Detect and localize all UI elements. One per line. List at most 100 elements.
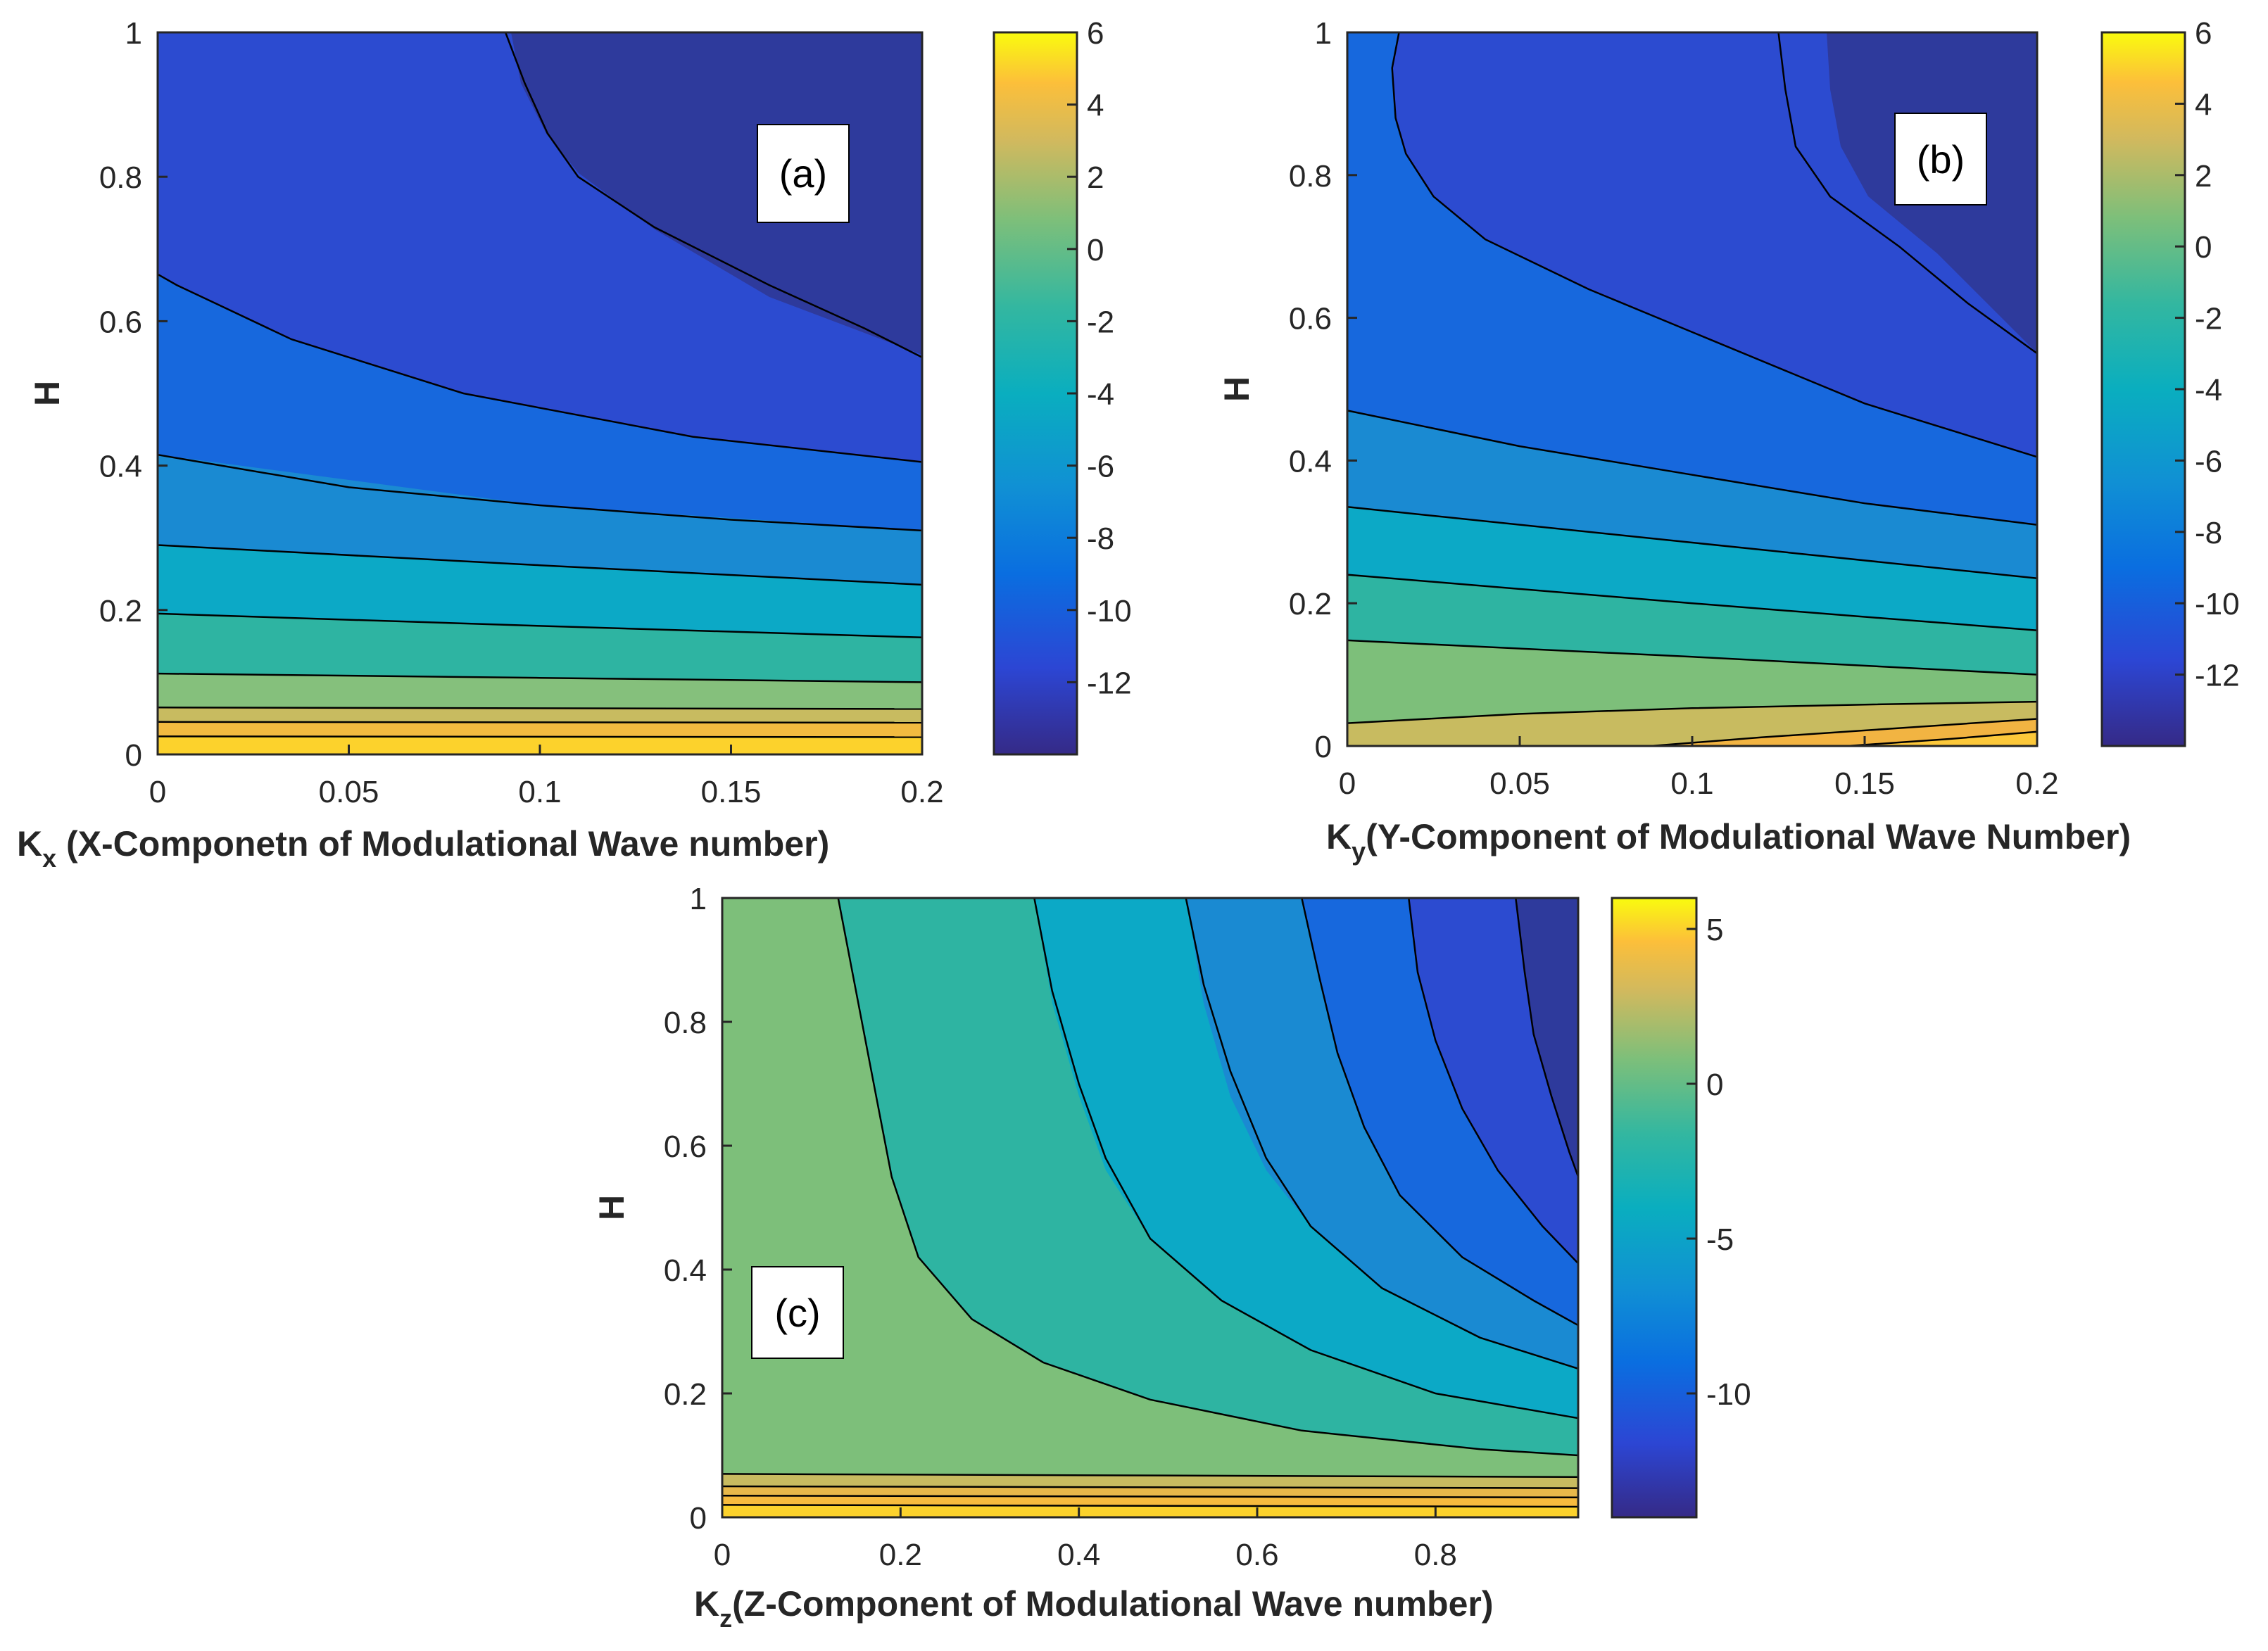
contour-line-c-8 xyxy=(722,1494,1579,1499)
contour-line-b-7 xyxy=(1651,718,2038,747)
y-tick-label-b-0: 0 xyxy=(1315,730,1332,764)
x-tick-label-b-1: 0.05 xyxy=(1489,766,1550,801)
panel-label-box-c: (c) xyxy=(751,1266,844,1359)
contour-line-b-8 xyxy=(1847,730,2038,747)
colorbar-ticks-a: 6 4 2 0 -2 -4 -6 -8 -10 -12 xyxy=(1067,16,1132,700)
colorbar-tick-label-a-5: -4 xyxy=(1087,377,1114,412)
colorbar-gradient-c xyxy=(1611,897,1698,1519)
colorbar-tick-label-b-5: -4 xyxy=(2195,373,2222,407)
y-tick-label-a-4: 0.8 xyxy=(99,160,142,195)
colorbar-tick-label-a-0: 6 xyxy=(1087,16,1104,51)
contour-line-a-1 xyxy=(157,273,923,463)
colorbar-tick-label-c-2: -5 xyxy=(1706,1222,1734,1257)
contour-line-c-1 xyxy=(1033,897,1579,1419)
panel-label-c: (c) xyxy=(774,1291,820,1335)
region-b-l4b xyxy=(1848,732,2037,746)
colorbar-tick-label-b-9: -12 xyxy=(2195,659,2240,693)
contour-line-c-6 xyxy=(722,1473,1579,1479)
y-tick-label-b-1: 0.2 xyxy=(1289,587,1332,621)
y-axis-label-b: H xyxy=(1217,377,1256,402)
contour-lines-c xyxy=(722,897,1580,1508)
panel-label-b: (b) xyxy=(1917,137,1965,182)
contour-panel-b: (b) 0 0.05 0.1 0.15 0.2 0 0.2 0.4 0.6 0.8 1 H Ky(… xyxy=(1217,16,2131,866)
y-tick-label-b-5: 1 xyxy=(1315,16,1332,51)
x-tick-label-b-2: 0.1 xyxy=(1670,766,1713,801)
x-tick-label-b-4: 0.2 xyxy=(2015,766,2058,801)
contour-line-b-4 xyxy=(1347,574,2038,631)
contour-line-a-2 xyxy=(157,453,923,532)
y-tick-label-c-2: 0.4 xyxy=(664,1253,707,1288)
y-ticks-c: 0 0.2 0.4 0.6 0.8 1 xyxy=(664,882,732,1536)
y-tick-label-a-2: 0.4 xyxy=(99,450,142,484)
colorbar-ticks-c: 5 0 -5 -10 xyxy=(1687,913,1751,1412)
contour-line-a-4 xyxy=(157,612,923,639)
x-tick-label-a-2: 0.1 xyxy=(518,775,561,809)
y-tick-label-c-3: 0.6 xyxy=(664,1130,707,1164)
plot-area-c: (c) xyxy=(721,897,1580,1519)
panel-label-box-b: (b) xyxy=(1894,113,1987,205)
y-tick-label-b-4: 0.8 xyxy=(1289,159,1332,194)
y-tick-label-b-3: 0.6 xyxy=(1289,302,1332,336)
x-axis-label-b: Ky(Y-Component of Modulational Wave Numb… xyxy=(1326,817,2131,866)
y-tick-label-c-1: 0.2 xyxy=(664,1377,707,1412)
y-tick-label-a-0: 0 xyxy=(125,738,142,773)
colorbar-tick-label-a-6: -6 xyxy=(1087,450,1114,484)
colorbar-a: 6 4 2 0 -2 -4 -6 -8 -10 -12 xyxy=(993,16,1132,756)
x-tick-label-c-0: 0 xyxy=(714,1538,731,1572)
axes-box-c xyxy=(721,897,1580,1519)
contour-line-b-3 xyxy=(1347,506,2038,579)
contour-line-c-0 xyxy=(837,897,1579,1457)
colorbar-tick-label-b-4: -2 xyxy=(2195,302,2222,336)
colorbar-tick-label-a-4: -2 xyxy=(1087,305,1114,339)
contour-line-b-5 xyxy=(1347,639,2038,676)
colorbar-c: 5 0 -5 -10 xyxy=(1611,897,1751,1519)
x-tick-label-c-3: 0.6 xyxy=(1235,1538,1278,1572)
contour-line-a-7 xyxy=(157,721,923,724)
contour-line-a-5 xyxy=(157,672,923,683)
x-ticks-a: 0 0.05 0.1 0.15 0.2 xyxy=(149,745,944,809)
region-c-l14 xyxy=(1516,898,1578,1177)
contour-panel-a: (a) 0 0.05 0.1 0.15 0.2 0 0.2 0.4 0.6 0.8 1 H Kx … xyxy=(17,16,944,873)
y-tick-label-a-5: 1 xyxy=(125,16,142,51)
contour-line-a-0 xyxy=(504,32,923,358)
x-axis-label-c: Kz(Z-Component of Modulational Wave numb… xyxy=(694,1584,1494,1633)
x-tick-label-b-0: 0 xyxy=(1339,766,1356,801)
contour-line-c-5 xyxy=(1515,897,1580,1177)
panel-label-box-a: (a) xyxy=(757,124,850,223)
y-tick-label-a-1: 0.2 xyxy=(99,594,142,628)
colorbar-tick-label-a-7: -8 xyxy=(1087,521,1114,556)
plot-area-b: (b) xyxy=(1346,31,2039,747)
x-tick-label-a-4: 0.2 xyxy=(900,775,943,809)
x-axis-label-a: Kx (X-Componetn of Modulational Wave num… xyxy=(17,824,829,873)
y-tick-label-a-3: 0.6 xyxy=(99,305,142,339)
y-tick-label-c-5: 1 xyxy=(690,882,707,916)
colorbar-gradient-a xyxy=(993,31,1078,756)
y-tick-label-c-4: 0.8 xyxy=(664,1006,707,1040)
contour-line-b-1 xyxy=(1391,32,2038,458)
x-tick-label-c-1: 0.2 xyxy=(879,1538,922,1572)
x-tick-label-c-4: 0.8 xyxy=(1414,1538,1457,1572)
colorbar-b: 6 4 2 0 -2 -4 -6 -8 -10 -12 xyxy=(2100,16,2240,747)
contour-line-c-7 xyxy=(722,1485,1579,1489)
contour-line-a-6 xyxy=(157,707,923,710)
colorbar-tick-label-b-3: 0 xyxy=(2195,230,2212,265)
contour-line-a-3 xyxy=(157,544,923,586)
plot-area-a: (a) xyxy=(156,31,924,756)
contour-lines-a xyxy=(157,32,923,738)
colorbar-tick-label-c-3: -10 xyxy=(1706,1377,1751,1412)
region-c-l4b xyxy=(722,1505,1578,1517)
colorbar-tick-label-a-9: -12 xyxy=(1087,666,1132,700)
x-tick-label-a-1: 0.05 xyxy=(319,775,379,809)
contour-line-a-8 xyxy=(157,735,923,738)
colorbar-tick-label-b-1: 4 xyxy=(2195,87,2212,122)
colorbar-tick-label-b-7: -8 xyxy=(2195,516,2222,550)
x-ticks-b: 0 0.05 0.1 0.15 0.2 xyxy=(1339,736,2059,801)
y-tick-label-c-0: 0 xyxy=(690,1501,707,1536)
x-tick-label-a-0: 0 xyxy=(149,775,166,809)
contour-line-b-2 xyxy=(1347,410,2038,526)
colorbar-tick-label-b-2: 2 xyxy=(2195,159,2212,194)
colorbar-tick-label-a-3: 0 xyxy=(1087,233,1104,267)
x-tick-label-c-2: 0.4 xyxy=(1057,1538,1100,1572)
colorbar-tick-label-a-1: 4 xyxy=(1087,89,1104,123)
